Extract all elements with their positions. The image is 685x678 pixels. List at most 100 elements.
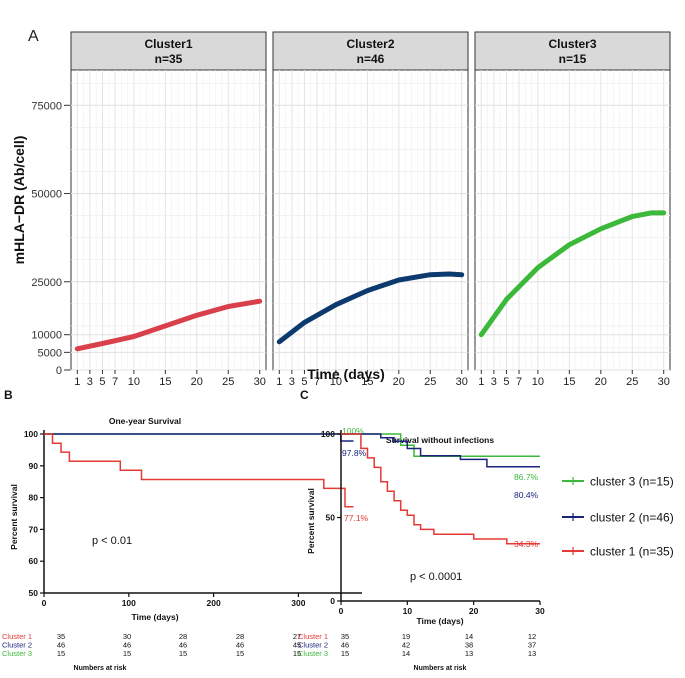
facet-xtick-label: 10 (532, 376, 544, 388)
panel-b-curve-cluster-2 (44, 433, 354, 442)
facet-xtick-label: 25 (222, 376, 234, 388)
panel-c-risk-value: 42 (402, 641, 410, 650)
panel-a-ytick-label: 75000 (31, 100, 62, 112)
panel-b-axes: 50 60 70 80 90 100 0 100 200 300 (24, 429, 362, 608)
series-line-cluster3 (478, 210, 667, 338)
panel-c-pvalue: p < 0.0001 (410, 571, 462, 583)
panel-a-ytick-label: 5000 (38, 347, 62, 359)
facet-plot-area (70, 69, 267, 371)
panel-a: A mHLA−DR (Ab/cell) 0 5000 10000 25000 50000… (11, 28, 671, 388)
facet-xtick-label: 1 (276, 376, 282, 388)
panel-b-risk-row-name: Cluster 1 (2, 632, 32, 641)
panel-c-risk-value: 37 (528, 641, 536, 650)
panel-c-xtick-label: 30 (535, 606, 545, 616)
panel-c-end-label: 80.4% (514, 490, 539, 500)
panel-b-risk-row-name: Cluster 2 (2, 641, 32, 650)
facet-xtick-label: 7 (112, 376, 118, 388)
panel-b-risk-value: 30 (123, 632, 131, 641)
panel-c-risk-value: 13 (465, 649, 473, 658)
facet-xtick-label: 30 (658, 376, 670, 388)
panel-b-ytick-label: 100 (24, 429, 38, 439)
facet-xtick-label: 30 (254, 376, 266, 388)
facet-xtick-label: 20 (191, 376, 203, 388)
facet-title: Cluster2 (346, 37, 394, 51)
panel-b-risk-value: 45 (293, 641, 301, 650)
panel-a-ytick-label: 10000 (31, 330, 62, 342)
panel-c-xtick-label: 0 (339, 606, 344, 616)
panel-c-risk-value: 35 (341, 632, 349, 641)
facet-xtick-label: 15 (563, 376, 575, 388)
panel-c-label: C (300, 388, 309, 402)
panel-b-risk-value: 15 (57, 649, 65, 658)
panel-b-xtick-label: 100 (122, 598, 136, 608)
legend-label: cluster 2 (n=46) (590, 511, 674, 525)
facet-xtick-label: 25 (424, 376, 436, 388)
facet-xtick-label: 20 (595, 376, 607, 388)
panel-b-risk-value: 46 (123, 641, 131, 650)
series-line-cluster2 (276, 271, 465, 345)
panel-c-curve-cluster-3 (341, 433, 540, 457)
panel-b-risk-value: 15 (179, 649, 187, 658)
panel-c-risk-value: 38 (465, 641, 473, 650)
survival-legend: cluster 3 (n=15) cluster 2 (n=46) cluster … (562, 475, 674, 559)
panel-b-ytick-label: 70 (29, 524, 39, 534)
series-line-cluster1 (74, 298, 263, 352)
facet-xtick-label: 3 (87, 376, 93, 388)
panel-b-ytick-label: 90 (29, 461, 39, 471)
facet-xtick-label: 15 (361, 376, 373, 388)
facet-strip (272, 31, 469, 71)
facet-xtick-label: 7 (516, 376, 522, 388)
panel-a-label: A (28, 28, 39, 45)
panel-a-y-axis: 0 5000 10000 25000 50000 75000 (31, 100, 70, 377)
panel-c-risk-table: Cluster 1 35 19 14 12 Cluster 2 46 42 38 37 Cluste… (298, 632, 536, 658)
facet-xtick-label: 20 (393, 376, 405, 388)
facet-subtitle: n=46 (357, 52, 385, 66)
facet-plot-area (474, 69, 671, 371)
panel-c-risk-value: 14 (402, 649, 410, 658)
facet-xtick-label: 30 (456, 376, 468, 388)
panel-b-pvalue: p < 0.01 (92, 535, 132, 547)
panel-c-curves: 86.7% 80.4% 34.3% (341, 433, 540, 549)
panel-b-xtick-label: 300 (291, 598, 305, 608)
panel-b-end-label: 77.1% (344, 513, 369, 523)
panel-b-ytick-label: 50 (29, 588, 39, 598)
facet-xtick-label: 1 (74, 376, 80, 388)
facet-xtick-label: 3 (491, 376, 497, 388)
panel-c-risk-row-name: Cluster 3 (298, 649, 328, 658)
facet-title: Cluster1 (144, 37, 192, 51)
panel-c-risk-row-name: Cluster 1 (298, 632, 328, 641)
panel-c-ytick-label: 100 (321, 429, 335, 439)
panel-c-risk-value: 12 (528, 632, 536, 641)
panel-b-risk-value: 15 (293, 649, 301, 658)
panel-c-ylabel: Percent survival (306, 488, 316, 554)
panel-b-ytick-label: 60 (29, 556, 39, 566)
panel-b-title: One-year Survival (109, 416, 181, 426)
panel-c-xlabel: Time (days) (416, 616, 463, 626)
facet-subtitle: n=35 (155, 52, 183, 66)
panel-c-title: Survival without infections (386, 435, 494, 445)
panel-a-ytick-label: 0 (56, 365, 62, 377)
facet-xtick-label: 7 (314, 376, 320, 388)
panel-b-end-label: 97.8% (342, 448, 367, 458)
panel-b-risk-value: 35 (57, 632, 65, 641)
panel-b-ylabel: Percent survival (9, 484, 19, 550)
facet-xtick-label: 15 (159, 376, 171, 388)
panel-c-risk-value: 19 (402, 632, 410, 641)
panel-b-curves: 100% 97.8% 77.1% (44, 426, 369, 523)
panel-b-risk-value: 28 (179, 632, 187, 641)
panel-b-xtick-label: 0 (42, 598, 47, 608)
panel-c-ytick-label: 0 (330, 596, 335, 606)
legend-label: cluster 1 (n=35) (590, 545, 674, 559)
legend-label: cluster 3 (n=15) (590, 475, 674, 489)
panel-b-risk-value: 15 (236, 649, 244, 658)
panel-c-risk-value: 13 (528, 649, 536, 658)
panel-c-end-label: 34.3% (514, 539, 539, 549)
panel-b-risk-value: 27 (293, 632, 301, 641)
facet-xtick-label: 25 (626, 376, 638, 388)
panel-b-risk-title: Numbers at risk (74, 665, 127, 672)
panel-b-xtick-label: 200 (207, 598, 221, 608)
